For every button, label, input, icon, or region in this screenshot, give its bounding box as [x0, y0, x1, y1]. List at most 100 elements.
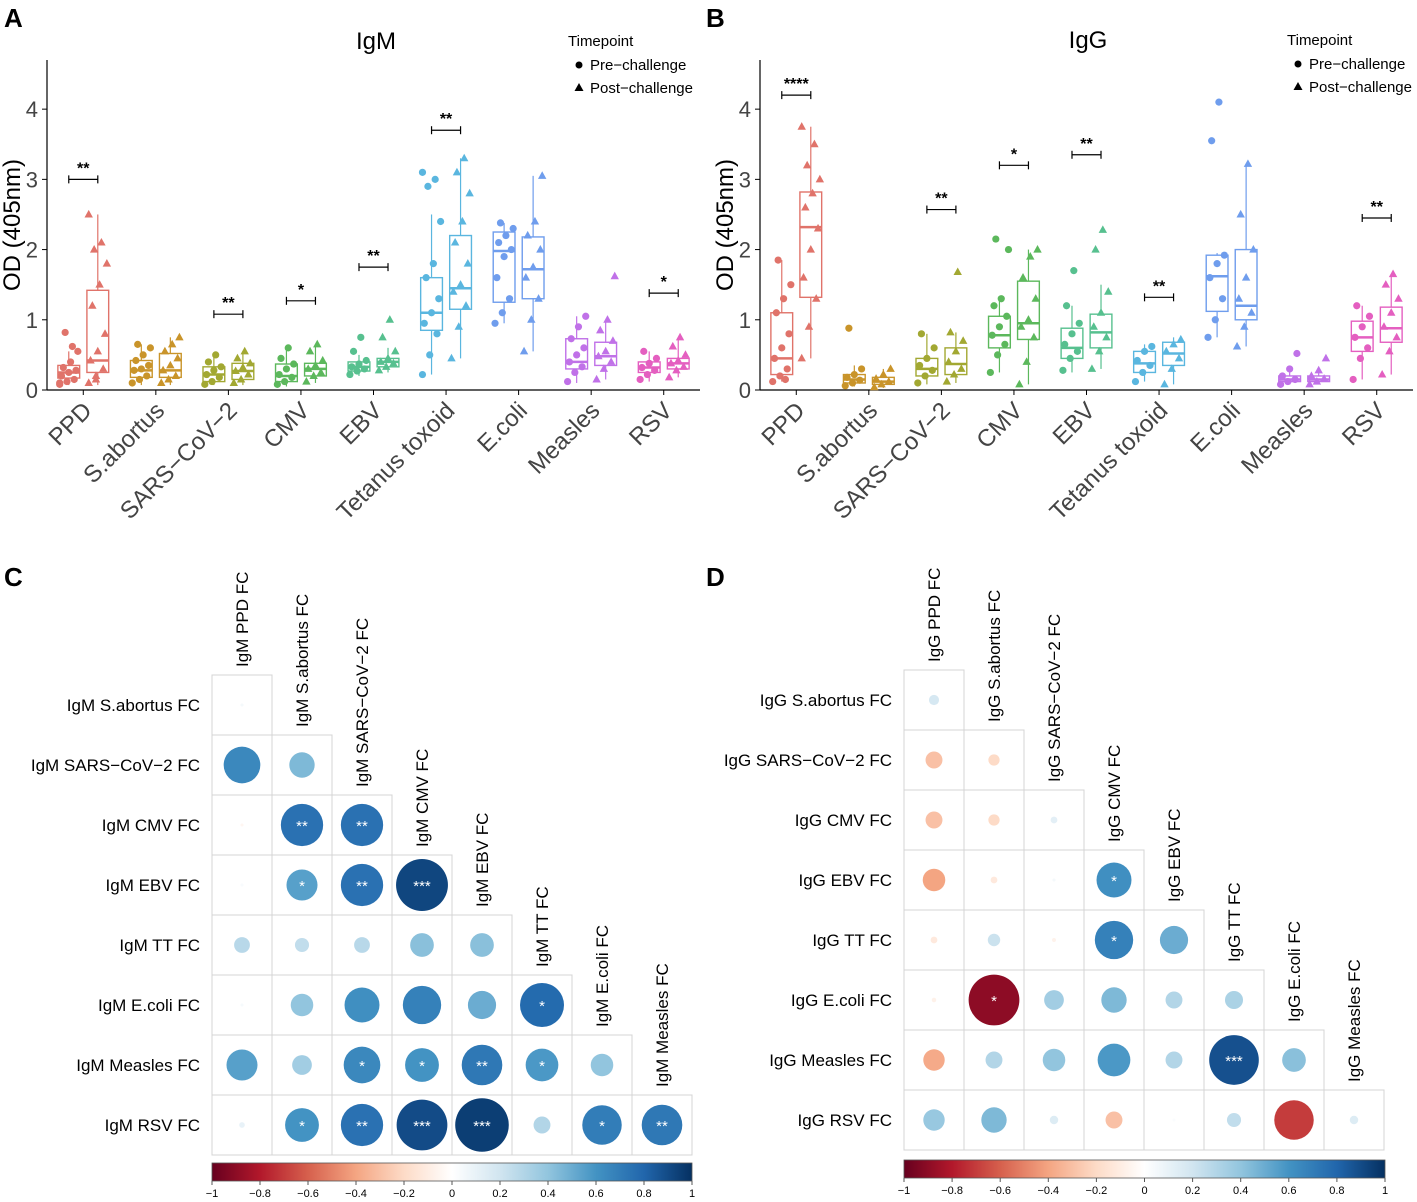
data-point — [437, 217, 445, 226]
corr-circle — [285, 1108, 319, 1142]
row-label: IgG S.abortus FC — [760, 691, 892, 710]
data-point — [217, 363, 225, 371]
data-point — [886, 364, 895, 372]
corr-circle — [923, 1109, 945, 1131]
data-point — [273, 380, 281, 388]
corr-cell — [271, 914, 333, 976]
data-point — [1087, 364, 1097, 372]
corr-star: * — [299, 878, 305, 895]
significance-EBV: ** — [358, 248, 389, 272]
sig-label: ** — [935, 191, 948, 208]
colorbar-tick-label: −0.4 — [345, 1188, 367, 1200]
data-point — [841, 382, 849, 390]
corr-circle — [240, 1003, 244, 1007]
data-point — [785, 330, 793, 338]
box-E.coli-post — [1232, 159, 1258, 350]
data-point — [850, 370, 858, 379]
corr-star: ** — [476, 1058, 488, 1075]
panel-b-y-axis-label: OD (405nm) — [712, 159, 739, 291]
data-point — [877, 379, 886, 388]
panel-b-legend-post-symbol — [1293, 82, 1303, 90]
x-tick-label: Measles — [523, 397, 605, 479]
panel-label-a: A — [4, 3, 23, 33]
data-point — [1015, 379, 1024, 388]
col-label: IgM SARS−CoV−2 FC — [353, 618, 372, 787]
data-point — [1208, 137, 1216, 145]
data-point — [144, 361, 153, 370]
corr-circle — [1044, 990, 1064, 1010]
row-label: IgM TT FC — [119, 936, 200, 955]
data-point — [304, 364, 313, 372]
box-Measles-post — [1305, 353, 1331, 388]
significance-PPD: **** — [781, 76, 812, 100]
corr-cell — [391, 914, 453, 976]
corr-circle — [470, 933, 494, 957]
data-point — [592, 374, 601, 383]
colorbar-tick-label: −0.6 — [297, 1188, 319, 1200]
box-S.abortus-pre — [128, 340, 154, 387]
col-label: IgG SARS−CoV−2 FC — [1045, 614, 1064, 782]
col-label: IgM PPD FC — [233, 572, 252, 667]
data-point — [523, 230, 532, 239]
box-iqr — [158, 352, 182, 379]
data-point — [992, 235, 1000, 243]
box-Measles-post — [592, 271, 619, 383]
box-S.abortus-post — [157, 332, 184, 386]
corr-circle — [290, 993, 314, 1017]
colorbar-tick-label: 0.2 — [492, 1188, 507, 1200]
corr-cell — [903, 1029, 965, 1091]
corr-circle — [641, 1104, 683, 1146]
data-point — [1249, 244, 1258, 253]
data-point — [288, 373, 296, 381]
corr-cell: *** — [1203, 1029, 1265, 1091]
data-point — [210, 366, 218, 374]
corr-circle — [402, 985, 442, 1025]
panel-b-title: IgG — [1069, 27, 1108, 54]
corr-cell: * — [1083, 909, 1145, 971]
box-EBV-pre — [346, 333, 371, 379]
panel-a-legend-title: Timepoint — [568, 33, 634, 50]
x-tick-label: RSV — [624, 397, 678, 451]
data-point — [493, 274, 501, 282]
data-point — [951, 346, 961, 355]
data-point — [424, 182, 432, 190]
data-point — [527, 315, 536, 323]
row-label: IgM CMV FC — [102, 816, 200, 835]
box-E.coli-pre — [491, 219, 517, 327]
data-point — [212, 351, 220, 359]
data-point — [1284, 377, 1292, 386]
data-point — [808, 188, 817, 197]
box-Tetanus toxoid-pre — [1131, 342, 1157, 386]
significance-Tetanus toxoid: ** — [1143, 278, 1175, 302]
data-point — [946, 327, 955, 336]
data-point — [418, 168, 427, 176]
cell-border — [511, 1034, 573, 1096]
data-point — [383, 353, 393, 362]
corr-cell: ** — [331, 854, 393, 916]
corr-circle — [223, 746, 261, 784]
data-point — [1022, 357, 1031, 365]
corr-star: * — [991, 993, 997, 1010]
data-point — [848, 379, 857, 387]
box-SARS−CoV−2-pre — [914, 330, 939, 387]
data-point — [102, 259, 112, 267]
data-point — [1162, 346, 1171, 355]
box-RSV-pre — [1349, 302, 1374, 384]
colorbar-tick-label: −0.6 — [989, 1185, 1011, 1197]
data-point — [201, 380, 209, 388]
y-tick-label: 1 — [26, 308, 38, 333]
data-point — [433, 330, 441, 338]
data-point — [495, 238, 503, 247]
corr-circle — [925, 751, 943, 769]
data-point — [74, 347, 82, 355]
data-point — [787, 281, 795, 289]
colorbar-tick-label: 0.6 — [1281, 1185, 1296, 1197]
col-label: IgM Measles FC — [653, 963, 672, 1087]
data-point — [309, 371, 318, 379]
corr-circle — [930, 936, 938, 944]
colorbar-tick-label: −0.8 — [249, 1188, 271, 1200]
corr-circle — [931, 997, 937, 1003]
data-point — [240, 346, 249, 355]
data-point — [422, 274, 430, 282]
data-point — [988, 331, 996, 339]
